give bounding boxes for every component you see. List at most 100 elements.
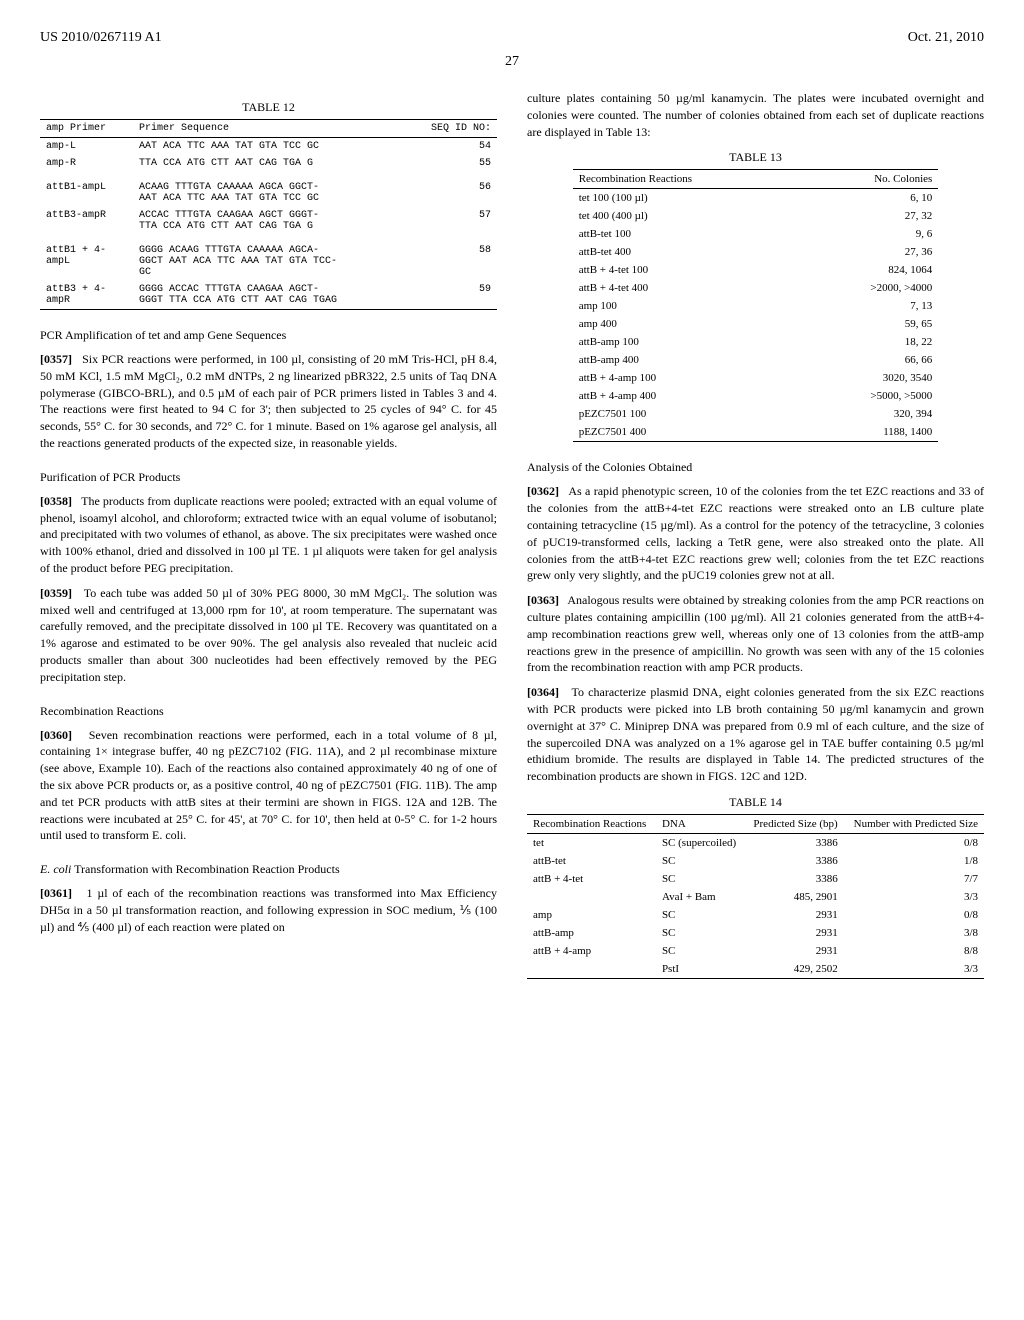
- paragraph-number: [0361]: [40, 886, 72, 900]
- paragraph: [0361] 1 µl of each of the recombination…: [40, 885, 497, 935]
- paragraph-number: [0358]: [40, 494, 72, 508]
- paragraph: [0362] As a rapid phenotypic screen, 10 …: [527, 483, 984, 584]
- page-header: US 2010/0267119 A1 Oct. 21, 2010: [40, 30, 984, 46]
- table-row: tet 400 (400 µl)27, 32: [573, 207, 939, 225]
- colony-count: >2000, >4000: [803, 279, 939, 297]
- seq-id: 59: [404, 281, 497, 310]
- table-row: attB-amp 40066, 66: [573, 351, 939, 369]
- primer-sequence: AAT ACA TTC AAA TAT GTA TCC GC: [133, 138, 404, 156]
- colony-count: 66, 66: [803, 351, 939, 369]
- number-predicted: 0/8: [844, 833, 984, 852]
- dna-type: SC: [656, 852, 745, 870]
- table-row: AvaI + Bam485, 29013/3: [527, 888, 984, 906]
- colony-count: 27, 32: [803, 207, 939, 225]
- table-row: attB + 4-tetSC33867/7: [527, 870, 984, 888]
- table-row: tetSC (supercoiled)33860/8: [527, 833, 984, 852]
- dna-type: SC: [656, 906, 745, 924]
- predicted-size: 2931: [745, 906, 844, 924]
- publication-date: Oct. 21, 2010: [908, 30, 984, 46]
- paragraph: [0364] To characterize plasmid DNA, eigh…: [527, 684, 984, 785]
- table-row: attB-tet 40027, 36: [573, 243, 939, 261]
- table14-header-reactions: Recombination Reactions: [527, 814, 656, 833]
- table-row: pEZC7501 100320, 394: [573, 405, 939, 423]
- predicted-size: 2931: [745, 942, 844, 960]
- table-row: ampSC29310/8: [527, 906, 984, 924]
- table14-header-size: Predicted Size (bp): [745, 814, 844, 833]
- reaction-name: attB + 4-amp 100: [573, 369, 803, 387]
- number-predicted: 8/8: [844, 942, 984, 960]
- paragraph: [0358] The products from duplicate react…: [40, 493, 497, 577]
- seq-id: 54: [404, 138, 497, 156]
- colony-count: >5000, >5000: [803, 387, 939, 405]
- primer-name: amp-R: [40, 155, 133, 172]
- table-row: attB-ampSC29313/8: [527, 924, 984, 942]
- paragraph: [0359] To each tube was added 50 µl of 3…: [40, 585, 497, 686]
- reaction-name: attB-amp 100: [573, 333, 803, 351]
- primer-name: attB1 + 4- ampL: [40, 235, 133, 281]
- colony-count: 824, 1064: [803, 261, 939, 279]
- predicted-size: 3386: [745, 852, 844, 870]
- seq-id: 57: [404, 207, 497, 235]
- table-row: amp-LAAT ACA TTC AAA TAT GTA TCC GC54: [40, 138, 497, 156]
- primer-name: attB3-ampR: [40, 207, 133, 235]
- colony-count: 1188, 1400: [803, 423, 939, 442]
- colony-count: 27, 36: [803, 243, 939, 261]
- reaction-name: pEZC7501 100: [573, 405, 803, 423]
- patent-number: US 2010/0267119 A1: [40, 30, 162, 46]
- colony-count: 6, 10: [803, 189, 939, 208]
- dna-type: AvaI + Bam: [656, 888, 745, 906]
- paragraph-number: [0364]: [527, 685, 559, 699]
- reaction-name: attB-amp: [527, 924, 656, 942]
- table13-header-colonies: No. Colonies: [803, 170, 939, 189]
- paragraph-number: [0363]: [527, 593, 559, 607]
- reaction-name: tet 100 (100 µl): [573, 189, 803, 208]
- paragraph: [0357] Six PCR reactions were performed,…: [40, 351, 497, 452]
- number-predicted: 7/7: [844, 870, 984, 888]
- number-predicted: 3/3: [844, 888, 984, 906]
- paragraph-number: [0359]: [40, 586, 72, 600]
- table13-caption: TABLE 13: [527, 150, 984, 165]
- table-row: PstI429, 25023/3: [527, 960, 984, 979]
- reaction-name: attB-amp 400: [573, 351, 803, 369]
- table14-caption: TABLE 14: [527, 795, 984, 810]
- right-top-paragraph: culture plates containing 50 µg/ml kanam…: [527, 90, 984, 140]
- paragraph: [0363] Analogous results were obtained b…: [527, 592, 984, 676]
- table-row: attB-tet 1009, 6: [573, 225, 939, 243]
- predicted-size: 3386: [745, 870, 844, 888]
- table-row: amp 40059, 65: [573, 315, 939, 333]
- table14-header-dna: DNA: [656, 814, 745, 833]
- section-heading: Recombination Reactions: [40, 704, 497, 719]
- table-row: attB + 4-tet 100824, 1064: [573, 261, 939, 279]
- table12-header-primer: amp Primer: [40, 120, 133, 138]
- number-predicted: 0/8: [844, 906, 984, 924]
- primer-sequence: ACAAG TTTGTA CAAAAA AGCA GGCT- AAT ACA T…: [133, 172, 404, 207]
- table14: Recombination Reactions DNA Predicted Si…: [527, 814, 984, 979]
- reaction-name: attB-tet 400: [573, 243, 803, 261]
- table12-caption: TABLE 12: [40, 100, 497, 115]
- colony-count: 9, 6: [803, 225, 939, 243]
- primer-name: attB1-ampL: [40, 172, 133, 207]
- predicted-size: 2931: [745, 924, 844, 942]
- reaction-name: attB + 4-tet: [527, 870, 656, 888]
- dna-type: SC: [656, 924, 745, 942]
- table-row: attB + 4-amp 1003020, 3540: [573, 369, 939, 387]
- primer-name: amp-L: [40, 138, 133, 156]
- table-row: tet 100 (100 µl)6, 10: [573, 189, 939, 208]
- reaction-name: attB-tet: [527, 852, 656, 870]
- reaction-name: attB + 4-amp: [527, 942, 656, 960]
- colony-count: 320, 394: [803, 405, 939, 423]
- dna-type: PstI: [656, 960, 745, 979]
- left-column: TABLE 12 amp Primer Primer Sequence SEQ …: [40, 90, 497, 994]
- reaction-name: attB + 4-tet 100: [573, 261, 803, 279]
- predicted-size: 429, 2502: [745, 960, 844, 979]
- predicted-size: 485, 2901: [745, 888, 844, 906]
- table14-header-number: Number with Predicted Size: [844, 814, 984, 833]
- paragraph-number: [0360]: [40, 728, 72, 742]
- table-row: attB-amp 10018, 22: [573, 333, 939, 351]
- table-row: attB1 + 4- ampLGGGG ACAAG TTTGTA CAAAAA …: [40, 235, 497, 281]
- reaction-name: amp 400: [573, 315, 803, 333]
- right-column: culture plates containing 50 µg/ml kanam…: [527, 90, 984, 994]
- table13: Recombination Reactions No. Colonies tet…: [573, 169, 939, 442]
- table12-header-sequence: Primer Sequence: [133, 120, 404, 138]
- primer-sequence: GGGG ACAAG TTTGTA CAAAAA AGCA- GGCT AAT …: [133, 235, 404, 281]
